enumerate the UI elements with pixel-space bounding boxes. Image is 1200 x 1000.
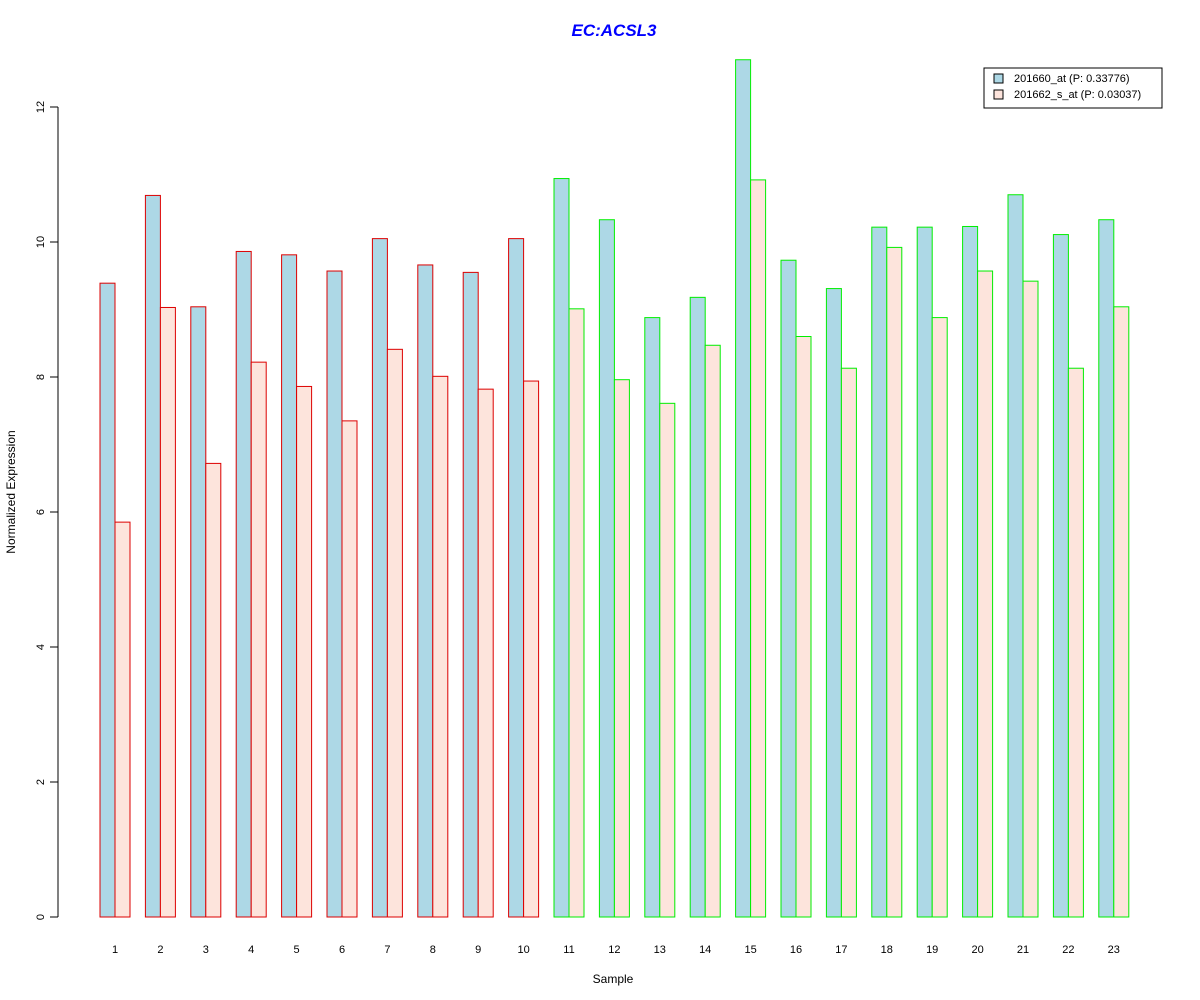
bar <box>962 225 979 918</box>
x-tick-label: 6 <box>339 944 345 956</box>
bar <box>296 385 313 918</box>
x-tick-label: 16 <box>790 944 802 956</box>
bar <box>462 271 479 918</box>
bar <box>613 379 630 918</box>
bar <box>689 296 706 918</box>
x-tick-label: 4 <box>248 944 254 956</box>
bar <box>1022 280 1039 918</box>
bar <box>114 521 131 918</box>
x-tick-label: 9 <box>475 944 481 956</box>
x-tick-label: 10 <box>517 944 529 956</box>
x-tick-label: 19 <box>926 944 938 956</box>
bar <box>144 194 161 918</box>
legend-label: 201662_s_at (P: 0.03037) <box>1014 89 1141 101</box>
bar <box>568 308 585 918</box>
bar <box>235 250 252 918</box>
x-tick-label: 5 <box>294 944 300 956</box>
x-tick-label: 11 <box>563 944 574 956</box>
bar <box>417 264 434 918</box>
y-tick-label: 10 <box>35 236 47 248</box>
bar <box>840 367 857 918</box>
bar <box>916 226 933 918</box>
bar <box>371 238 388 918</box>
bar <box>341 420 358 918</box>
y-tick-label: 6 <box>35 509 47 515</box>
y-axis: 0 2 4 6 8 10 12 <box>35 101 59 920</box>
bar <box>659 402 676 918</box>
x-tick-label: 21 <box>1017 944 1029 956</box>
x-tick-label: 1 <box>112 944 118 956</box>
bar <box>553 178 570 918</box>
bar <box>704 344 721 918</box>
x-tick-label: 18 <box>881 944 893 956</box>
bar <box>1067 367 1084 918</box>
legend-label: 201660_at (P: 0.33776) <box>1014 73 1130 85</box>
bar <box>250 361 267 918</box>
y-tick-label: 2 <box>35 779 47 785</box>
bar <box>931 317 948 918</box>
bar <box>977 270 994 918</box>
bar <box>825 288 842 918</box>
bar <box>1113 306 1130 918</box>
bar <box>735 59 752 918</box>
x-tick-label: 2 <box>157 944 163 956</box>
bar <box>871 226 888 918</box>
bar <box>1052 234 1069 918</box>
y-axis-label: Normalized Expression <box>4 430 18 553</box>
x-tick-label: 22 <box>1062 944 1074 956</box>
bar <box>190 306 207 918</box>
legend-box <box>983 67 1163 109</box>
bar <box>386 348 403 918</box>
bar <box>1098 219 1115 918</box>
bar <box>205 462 222 918</box>
x-tick-label: 12 <box>608 944 620 956</box>
y-tick-label: 0 <box>35 914 47 920</box>
bar <box>598 219 615 918</box>
bars <box>99 59 1130 918</box>
bar <box>99 282 116 918</box>
x-tick-label: 7 <box>384 944 390 956</box>
x-tick-label: 23 <box>1108 944 1120 956</box>
bar <box>159 306 176 918</box>
x-tick-label: 20 <box>971 944 983 956</box>
y-tick-label: 4 <box>35 644 47 650</box>
bar <box>1007 194 1024 918</box>
bar <box>508 238 525 918</box>
bar <box>523 380 540 918</box>
bar <box>432 375 449 918</box>
x-tick-label: 15 <box>744 944 756 956</box>
legend-swatch <box>993 73 1004 84</box>
y-tick-label: 8 <box>35 374 47 380</box>
bar <box>780 259 797 918</box>
x-axis-label: Sample <box>593 972 634 986</box>
x-tick-label: 13 <box>654 944 666 956</box>
bar <box>281 254 298 918</box>
x-tick-label: 8 <box>430 944 436 956</box>
chart-title: EC:ACSL3 <box>571 21 657 40</box>
bar <box>326 270 343 918</box>
x-tick-label: 17 <box>835 944 847 956</box>
bar <box>750 179 767 918</box>
legend-swatch <box>993 89 1004 100</box>
x-tick-label: 3 <box>203 944 209 956</box>
x-tick-labels: 1 2 3 4 5 6 7 8 9 10 11 12 13 14 15 16 17 18 19 20 21 22 23 <box>112 944 1120 956</box>
bar <box>795 336 812 918</box>
y-tick-label: 12 <box>35 101 47 113</box>
x-tick-label: 14 <box>699 944 711 956</box>
legend: 201660_at (P: 0.33776) 201662_s_at (P: 0.… <box>983 67 1163 109</box>
bar <box>644 317 661 918</box>
bar <box>886 246 903 918</box>
bar <box>477 388 494 918</box>
